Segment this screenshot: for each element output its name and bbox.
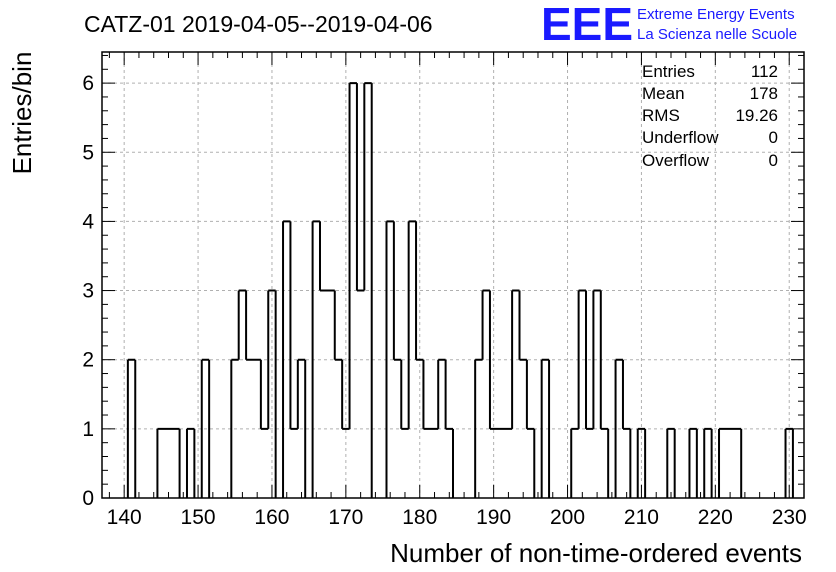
histogram-bin [409,221,416,498]
x-tick-label: 170 [328,506,363,529]
y-tick-label: 0 [82,487,94,510]
stats-box: Entries 112 Mean 178 RMS 19.26 Underflow… [642,62,778,170]
stat-entries-value: 112 [751,62,778,81]
y-tick-label: 1 [82,418,94,441]
histogram-bin [475,360,482,498]
histogram-bin [416,360,423,498]
histogram-bin [401,429,408,498]
stat-underflow-label: Underflow [642,128,719,147]
axes: 140 150 160 170 180 190 200 210 220 230 0 1 2 3 4 5 6 [82,51,807,529]
stat-overflow-value: 0 [769,151,778,170]
y-tick-label: 3 [82,280,94,303]
histogram-bin [239,291,246,498]
histogram-bin [231,360,238,498]
x-tick-label: 160 [254,506,289,529]
histogram-bin [202,360,209,498]
eee-logo: EEE Extreme Energy Events La Scienza nel… [541,0,797,50]
histogram-bin [357,291,364,498]
histogram-bin [327,291,334,498]
stat-entries-label: Entries [642,62,695,81]
histogram-bin [253,360,260,498]
histogram-bin [579,291,586,498]
y-tick-label: 4 [82,210,94,233]
histogram-bin [283,221,290,498]
histogram-bin [446,429,453,498]
histogram-bin [571,429,578,498]
histogram-bin [298,360,305,498]
stat-underflow-value: 0 [769,128,778,147]
histogram-bin [386,221,393,498]
histogram-bin [394,360,401,498]
histogram-bin [667,429,674,498]
histogram-bin [128,360,135,498]
histogram-bin [586,429,593,498]
histogram-bin [497,429,504,498]
histogram-bin [689,429,696,498]
histogram-bin [734,429,741,498]
histogram-bin [290,429,297,498]
histogram-bin [157,429,164,498]
logo-line-2: La Scienza nelle Scuole [637,26,797,43]
histogram-bin [165,429,172,498]
stat-overflow-label: Overflow [642,151,710,170]
histogram-bin [542,360,549,498]
histogram-outline [126,82,794,498]
x-tick-label: 210 [624,506,659,529]
stat-mean-label: Mean [642,84,685,103]
histogram-bin [520,360,527,498]
grid [102,52,804,498]
chart-title: CATZ-01 2019-04-05--2019-04-06 [84,11,433,37]
plot-frame [101,51,805,499]
logo-mark: EEE [541,0,633,50]
histogram-bin [623,429,630,498]
histogram-bin [172,429,179,498]
histogram-bin [593,291,600,498]
histogram-bin [313,221,320,498]
y-axis-title: Entries/bin [7,52,37,175]
stat-rms-label: RMS [642,106,680,125]
histogram-bin [601,429,608,498]
x-tick-label: 190 [476,506,511,529]
y-tick-label: 2 [82,349,94,372]
y-tick-label: 6 [82,72,94,95]
x-tick-label: 230 [772,506,807,529]
histogram-bin [616,360,623,498]
histogram-bars [126,82,794,498]
histogram-bin [704,429,711,498]
stat-mean-value: 178 [750,84,778,103]
x-tick-label: 140 [107,506,142,529]
histogram-bin [261,429,268,498]
y-tick-label: 5 [82,141,94,164]
histogram-bin [726,429,733,498]
histogram-bin [423,429,430,498]
histogram-bin [320,291,327,498]
histogram-bin [505,429,512,498]
x-tick-label: 180 [402,506,437,529]
histogram-bin [431,429,438,498]
histogram-bin [512,291,519,498]
x-tick-label: 200 [550,506,585,529]
histogram-bin [719,429,726,498]
histogram-bin [438,360,445,498]
x-axis-title: Number of non-time-ordered events [390,538,802,568]
histogram-bin [364,83,371,498]
stat-rms-value: 19.26 [735,106,778,125]
histogram-bin [527,429,534,498]
histogram-bin [483,291,490,498]
histogram-bin [187,429,194,498]
x-tick-label: 220 [698,506,733,529]
histogram-bin [335,360,342,498]
logo-line-1: Extreme Energy Events [637,6,795,23]
x-tick-label: 150 [181,506,216,529]
histogram-bin [246,360,253,498]
histogram-bin [268,291,275,498]
histogram-bin [350,83,357,498]
